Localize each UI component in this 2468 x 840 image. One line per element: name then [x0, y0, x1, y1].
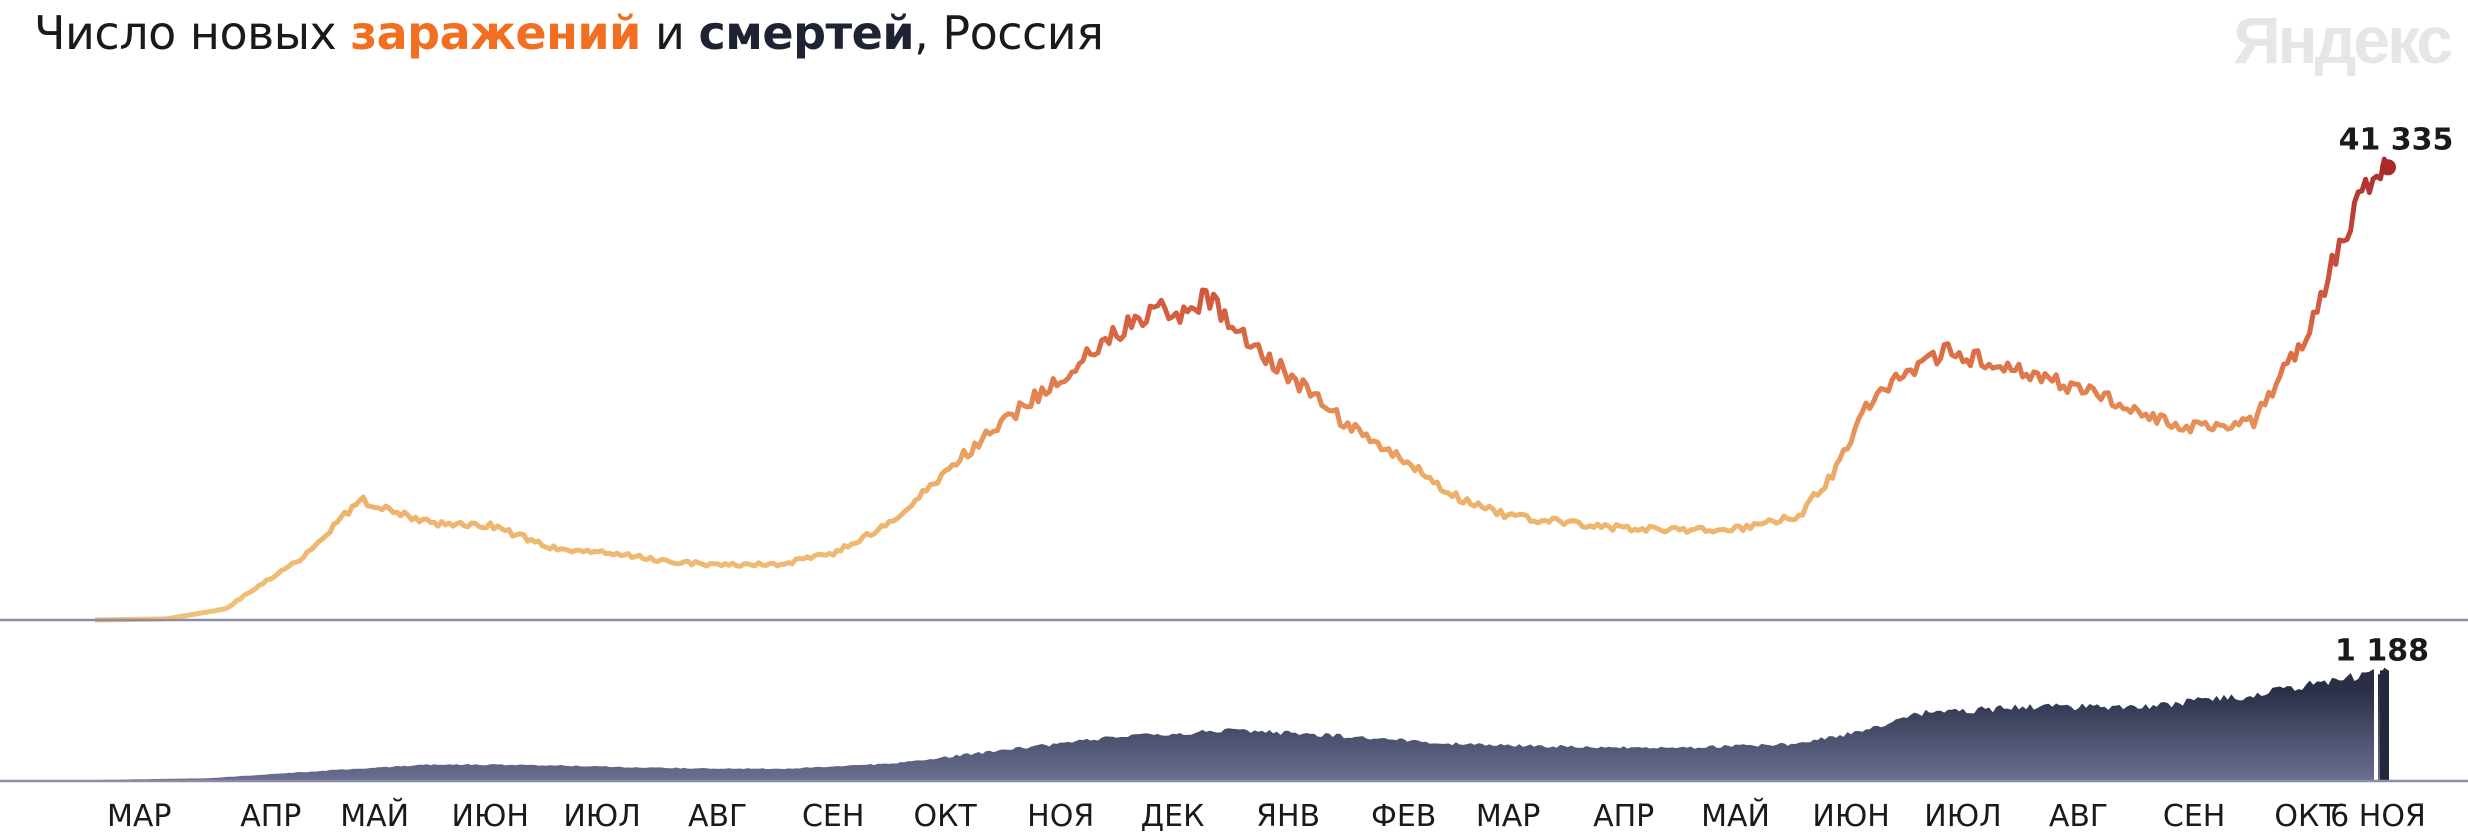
x-tick-label: ИЮЛ [563, 799, 640, 834]
x-tick-label: АВГ [688, 799, 747, 834]
x-tick-label: АПР [240, 799, 301, 834]
cases-last-value-label: 41 335 [2339, 122, 2454, 157]
x-tick-label: НОЯ [1027, 799, 1094, 834]
yandex-logo: Яндекс [2233, 3, 2453, 77]
x-axis: МАР АПР МАЙ ИЮН ИЮЛ АВГ СЕН ОКТ НОЯ ДЕК ЯНВ ФЕВ МАР А… [107, 798, 2426, 834]
x-tick-label: ДЕК [1141, 799, 1205, 834]
deaths-last-gap [2374, 670, 2378, 780]
title-deaths-word: смертей [698, 6, 915, 60]
deaths-last-value-label: 1 188 [2335, 633, 2429, 668]
x-tick-label: СЕН [802, 799, 864, 834]
title-middle: и [640, 6, 699, 60]
cases-series-line [94, 156, 2391, 623]
x-tick-label: МАЙ [1701, 798, 1770, 834]
x-tick-label: ИЮЛ [1924, 799, 2001, 834]
title-suffix: , Россия [914, 6, 1104, 60]
deaths-last-bar [2380, 670, 2389, 780]
x-tick-label: ФЕВ [1371, 799, 1436, 834]
x-tick-label: МАЙ [340, 798, 409, 834]
x-tick-label: ОКТ [913, 799, 977, 834]
x-tick-label: 6 НОЯ [2330, 799, 2426, 834]
chart-title: Число новых заражений и смертей, Россия [34, 6, 1104, 60]
cases-last-point [2380, 159, 2396, 176]
deaths-series-area [95, 667, 2388, 780]
x-tick-label: ИЮН [1812, 799, 1889, 834]
x-tick-label: ЯНВ [1256, 799, 1320, 834]
x-tick-label: МАР [1476, 799, 1541, 834]
x-tick-label: ИЮН [452, 799, 529, 834]
x-tick-label: АВГ [2049, 799, 2108, 834]
deaths-layer: 1 188 [0, 633, 2468, 783]
x-tick-label: МАР [107, 799, 172, 834]
x-tick-label: СЕН [2163, 799, 2225, 834]
x-tick-label: ОКТ [2274, 799, 2338, 834]
cases-layer: 41 335 [0, 122, 2468, 623]
title-prefix: Число новых [34, 6, 351, 60]
x-tick-label: АПР [1593, 799, 1654, 834]
title-cases-word: заражений [350, 6, 641, 60]
